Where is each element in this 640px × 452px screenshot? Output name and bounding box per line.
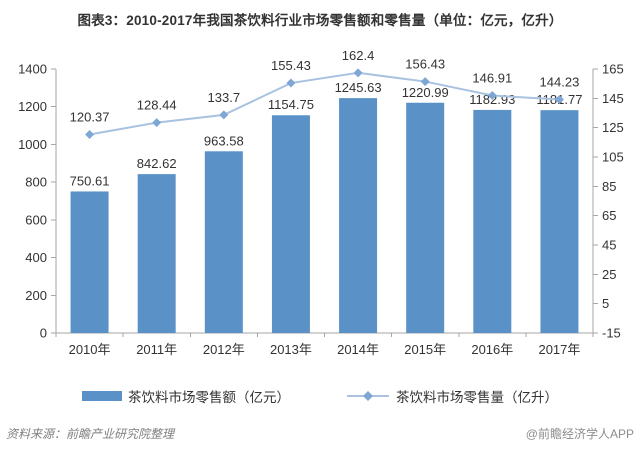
line-series-swatch (347, 391, 389, 401)
line-marker (85, 129, 95, 139)
bar-value-label: 842.62 (137, 156, 177, 171)
legend-item-retail-volume: 茶饮料市场零售量（亿升） (346, 386, 558, 406)
chart-title: 图表3：2010-2017年我国茶饮料行业市场零售额和零售量（单位：亿元，亿升） (77, 13, 563, 28)
right-axis-tick-label: 45 (602, 238, 616, 253)
left-axis-tick-label: 200 (25, 288, 47, 303)
right-axis-tick-label: 125 (602, 120, 624, 135)
watermark: @前瞻经济学人APP (525, 427, 634, 441)
bar (271, 115, 310, 333)
left-axis-tick-label: 1200 (18, 99, 47, 114)
bar (137, 174, 176, 333)
right-axis-tick-label: 65 (602, 208, 616, 223)
x-axis-category-label: 2014年 (337, 342, 379, 357)
right-axis-tick-label: 165 (602, 62, 624, 77)
right-axis-tick-label: 5 (602, 296, 609, 311)
left-axis-tick-label: 600 (25, 212, 47, 227)
right-axis-tick-label: 25 (602, 267, 616, 282)
line-marker (554, 94, 564, 104)
right-axis-tick-label: 85 (602, 179, 616, 194)
line-marker (487, 91, 497, 101)
x-axis-category-label: 2013年 (270, 342, 312, 357)
line-series (89, 71, 560, 136)
right-axis-tick-label: 145 (602, 91, 624, 106)
left-axis-tick-label: 400 (25, 250, 47, 265)
chart-canvas: 0 200 400 600 800 1000 1200 1400 -15 5 25 45 65 85 105… (18, 48, 624, 357)
line-marker (353, 68, 363, 78)
line-value-label: 120.37 (70, 109, 110, 124)
bar-value-label: 963.58 (204, 133, 244, 148)
line-value-label: 128.44 (137, 98, 177, 113)
bar (406, 102, 445, 334)
line-value-label: 155.43 (271, 58, 311, 73)
bar-series-swatch (82, 391, 122, 401)
line-value-label: 162.4 (342, 48, 375, 63)
x-axis-category-label: 2010年 (69, 342, 111, 357)
x-axis-category-label: 2017年 (538, 342, 580, 357)
bar (473, 109, 512, 333)
left-axis-tick-label: 0 (40, 326, 47, 341)
x-axis-category-label: 2016年 (471, 342, 513, 357)
x-axis-category-label: 2012年 (203, 342, 245, 357)
bar (70, 191, 109, 333)
line-value-label: 144.23 (540, 74, 580, 89)
bar-value-label: 1245.63 (335, 80, 382, 95)
bar-value-label: 1220.99 (402, 85, 449, 100)
left-axis-tick-label: 800 (25, 175, 47, 190)
right-axis-tick-label: 105 (602, 150, 624, 165)
bar-value-label: 750.61 (70, 173, 110, 188)
line-value-label: 133.7 (208, 90, 241, 105)
x-axis-category-label: 2011年 (136, 342, 177, 357)
left-axis-tick-label: 1400 (18, 62, 47, 77)
line-value-label: 146.91 (472, 71, 512, 86)
line-marker (219, 110, 229, 120)
line-marker (152, 118, 162, 128)
line-marker (420, 77, 430, 87)
bar (204, 151, 243, 333)
legend-label: 茶饮料市场零售量（亿升） (396, 390, 558, 405)
legend-label: 茶饮料市场零售额（亿元） (128, 390, 290, 405)
bar (339, 98, 378, 333)
legend-item-retail-value: 茶饮料市场零售额（亿元） (82, 386, 290, 406)
left-axis-tick-label: 1000 (18, 137, 47, 152)
bar-value-label: 1154.75 (268, 97, 314, 112)
line-marker (286, 78, 296, 88)
source-note: 资料来源：前瞻产业研究院整理 (6, 427, 175, 441)
x-axis-category-label: 2015年 (404, 342, 446, 357)
chart-legend: 茶饮料市场零售额（亿元） 茶饮料市场零售量（亿升） (0, 384, 640, 408)
line-value-label: 156.43 (405, 57, 445, 72)
bar (540, 110, 579, 333)
right-axis-tick-label: -15 (602, 326, 621, 341)
